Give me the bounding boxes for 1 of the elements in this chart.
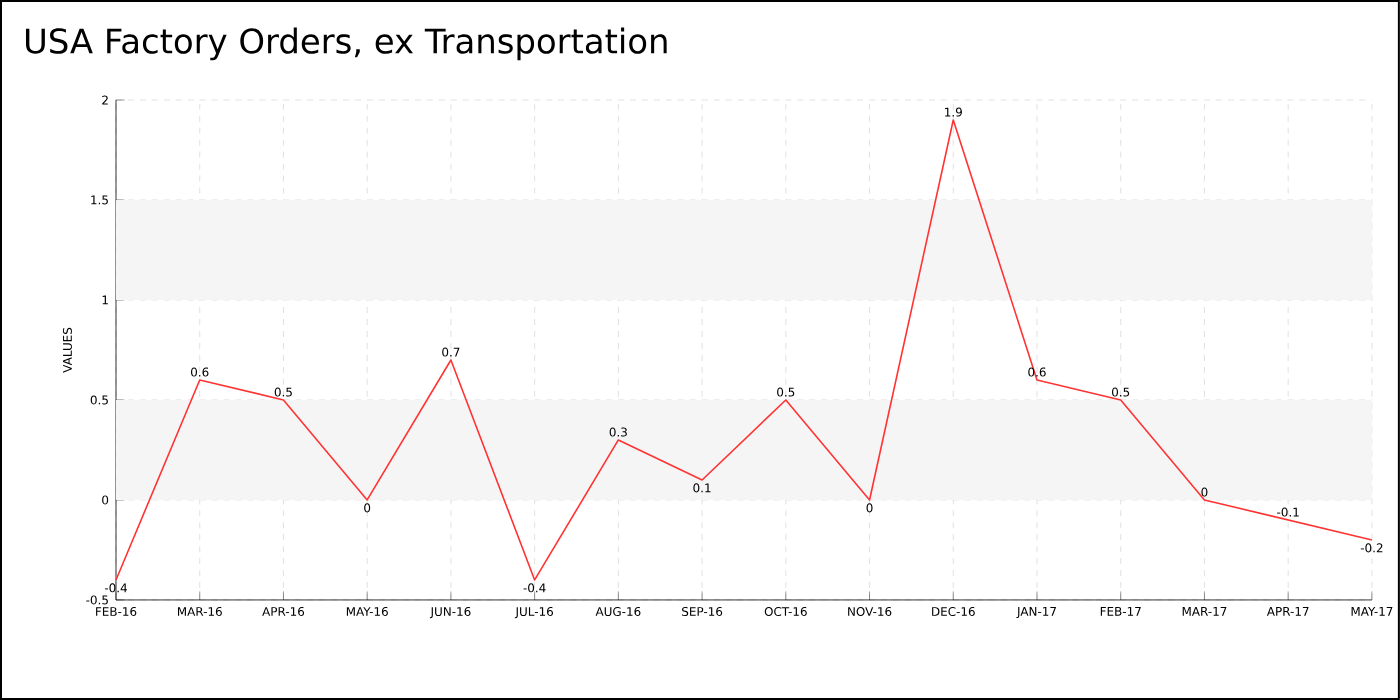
chart-title: USA Factory Orders, ex Transportation bbox=[25, 27, 667, 61]
